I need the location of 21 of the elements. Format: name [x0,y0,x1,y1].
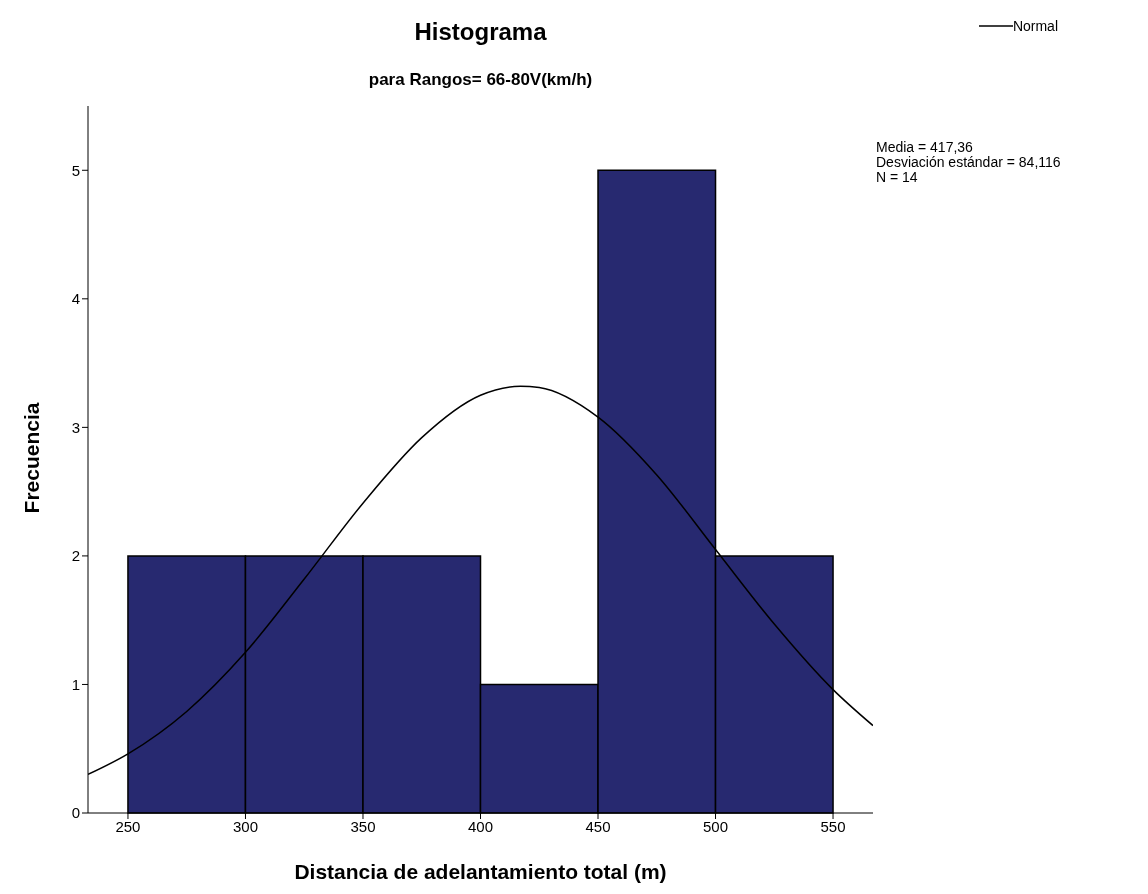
text: Desviación estándar = 84,116 [876,154,1061,170]
text: N = 14 [876,169,919,185]
y-axis-title: Frecuencia [20,402,44,514]
x-tick-label: 500 [703,817,729,835]
y-tick-label: 0 [71,804,80,822]
x-tick-label: 350 [350,817,376,835]
x-tick-label: 250 [115,817,141,835]
x-tick-label: 400 [467,817,494,835]
y-tick-label: 1 [71,675,80,693]
x-tick-label: 300 [232,817,258,835]
x-tick-label: 550 [820,817,846,835]
y-tick-label: 2 [71,547,80,565]
x-axis-title: Distancia de adelantamiento total (m) [293,860,668,884]
text: Media = 417,36 [876,139,974,155]
y-tick-label: 3 [71,418,80,436]
chart-subtitle: para Rangos= 66-80V(km/h) [367,70,594,90]
y-tick-label: 4 [71,290,80,308]
x-tick-label: 450 [585,817,611,835]
chart-title: Histograma [413,18,548,46]
legend-label: Normal [1012,18,1058,34]
y-tick-label: 5 [71,161,80,179]
